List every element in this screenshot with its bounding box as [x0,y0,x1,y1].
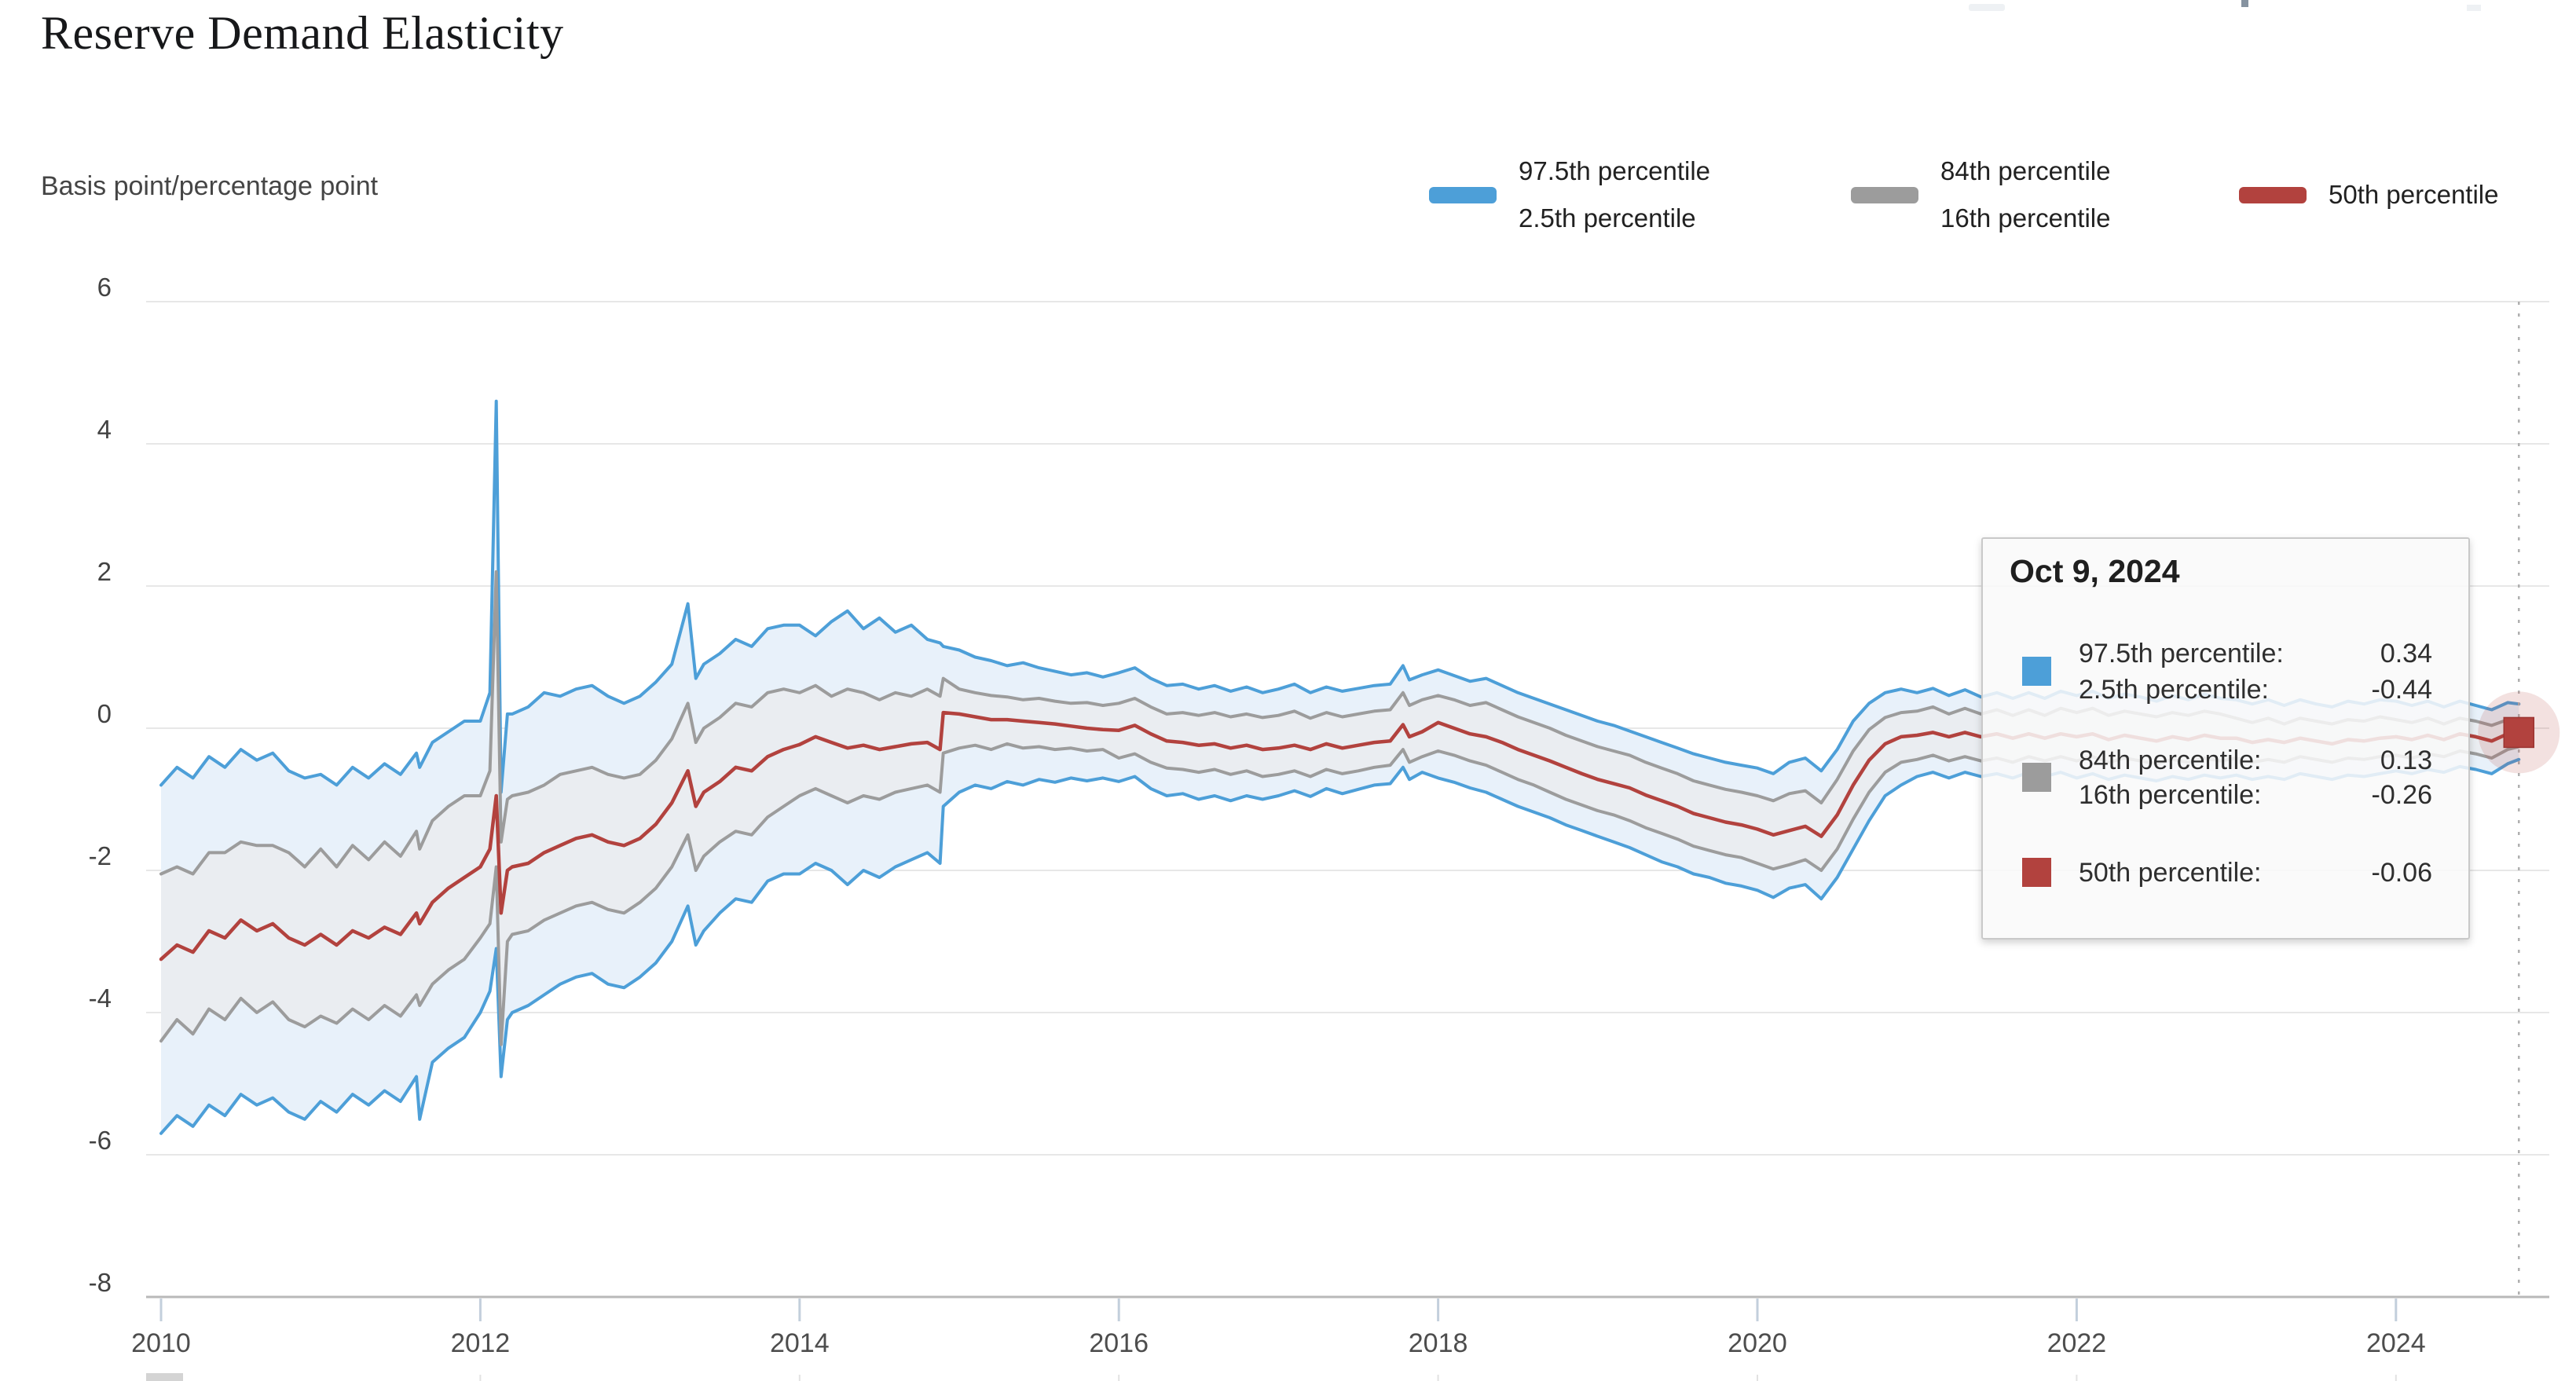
legend-swatch-red [2239,186,2307,203]
x-axis-label: 2014 [769,1328,830,1358]
tooltip-row-value: -0.26 [2371,780,2433,810]
y-axis-label: 0 [97,699,112,728]
inner-band-fill [161,571,2519,1045]
y-axis-title: Basis point/percentage point [41,171,379,201]
cutoff-artifact [2241,0,2248,7]
tooltip-row: 50th percentile: -0.06 [2079,857,2432,888]
legend-label: 97.5th percentile 2.5th percentile [1519,148,1710,242]
legend-item-95-band[interactable]: 97.5th percentile 2.5th percentile [1429,146,1710,244]
x-axis-label: 2012 [450,1328,511,1358]
tooltip-row: 97.5th percentile: 0.34 [2079,638,2432,669]
tooltip-row-value: -0.06 [2371,858,2433,888]
x-axis-label: 2016 [1089,1328,1149,1358]
tooltip-swatch-gray [2022,763,2051,792]
tooltip-swatch-red [2022,858,2051,887]
legend-line: 2.5th percentile [1519,203,1696,233]
tooltip-row-label: 97.5th percentile: [2079,639,2284,669]
last-point-marker[interactable] [2503,716,2535,749]
tooltip-row-value: -0.44 [2371,675,2433,705]
y-axis-label: -8 [88,1268,112,1297]
y-axis-label: -6 [88,1126,112,1155]
navigator-handle-cutoff[interactable] [146,1373,183,1381]
tooltip-date: Oct 9, 2024 [2010,553,2180,589]
cutoff-artifact [1969,4,2005,11]
tooltip-row: 16th percentile: -0.26 [2079,779,2432,811]
y-axis-label: 4 [97,415,112,444]
y-axis-label: 6 [97,273,112,302]
x-axis-label: 2020 [1728,1328,1787,1358]
legend-line: 97.5th percentile [1519,156,1711,185]
x-axis-label: 2010 [131,1328,191,1358]
tooltip-row-value: 0.13 [2380,745,2432,775]
legend-line: 16th percentile [1940,203,2111,233]
legend-item-median[interactable]: 50th percentile [2239,146,2498,244]
y-axis-label: -2 [88,841,112,870]
legend-swatch-gray [1851,186,1918,203]
chart-tooltip: Oct 9, 2024 97.5th percentile: 0.34 2.5t… [1981,537,2470,940]
tooltip-row-label: 50th percentile: [2079,858,2262,888]
tooltip-row-label: 16th percentile: [2079,780,2262,810]
legend-line: 50th percentile [2329,180,2499,209]
tooltip-row-label: 84th percentile: [2079,745,2262,775]
cutoff-artifact [2467,5,2481,11]
tooltip-row-label: 2.5th percentile: [2079,675,2269,705]
page-title: Reserve Demand Elasticity [41,7,564,59]
legend-swatch-blue [1429,186,1497,203]
tooltip-row: 2.5th percentile: -0.44 [2079,674,2432,705]
x-axis-label: 2022 [2047,1328,2107,1358]
y-axis-label: 2 [97,557,112,586]
legend-label: 84th percentile 16th percentile [1940,148,2110,242]
legend-item-68-band[interactable]: 84th percentile 16th percentile [1851,146,2110,244]
tooltip-row-value: 0.34 [2380,639,2432,669]
x-axis-label: 2018 [1408,1328,1468,1358]
y-axis-label: -4 [88,984,112,1013]
legend-label: 50th percentile [2329,171,2498,218]
legend-line: 84th percentile [1940,156,2111,185]
tooltip-swatch-blue [2022,657,2051,686]
x-axis-label: 2024 [2365,1328,2426,1358]
tooltip-row: 84th percentile: 0.13 [2079,745,2432,776]
